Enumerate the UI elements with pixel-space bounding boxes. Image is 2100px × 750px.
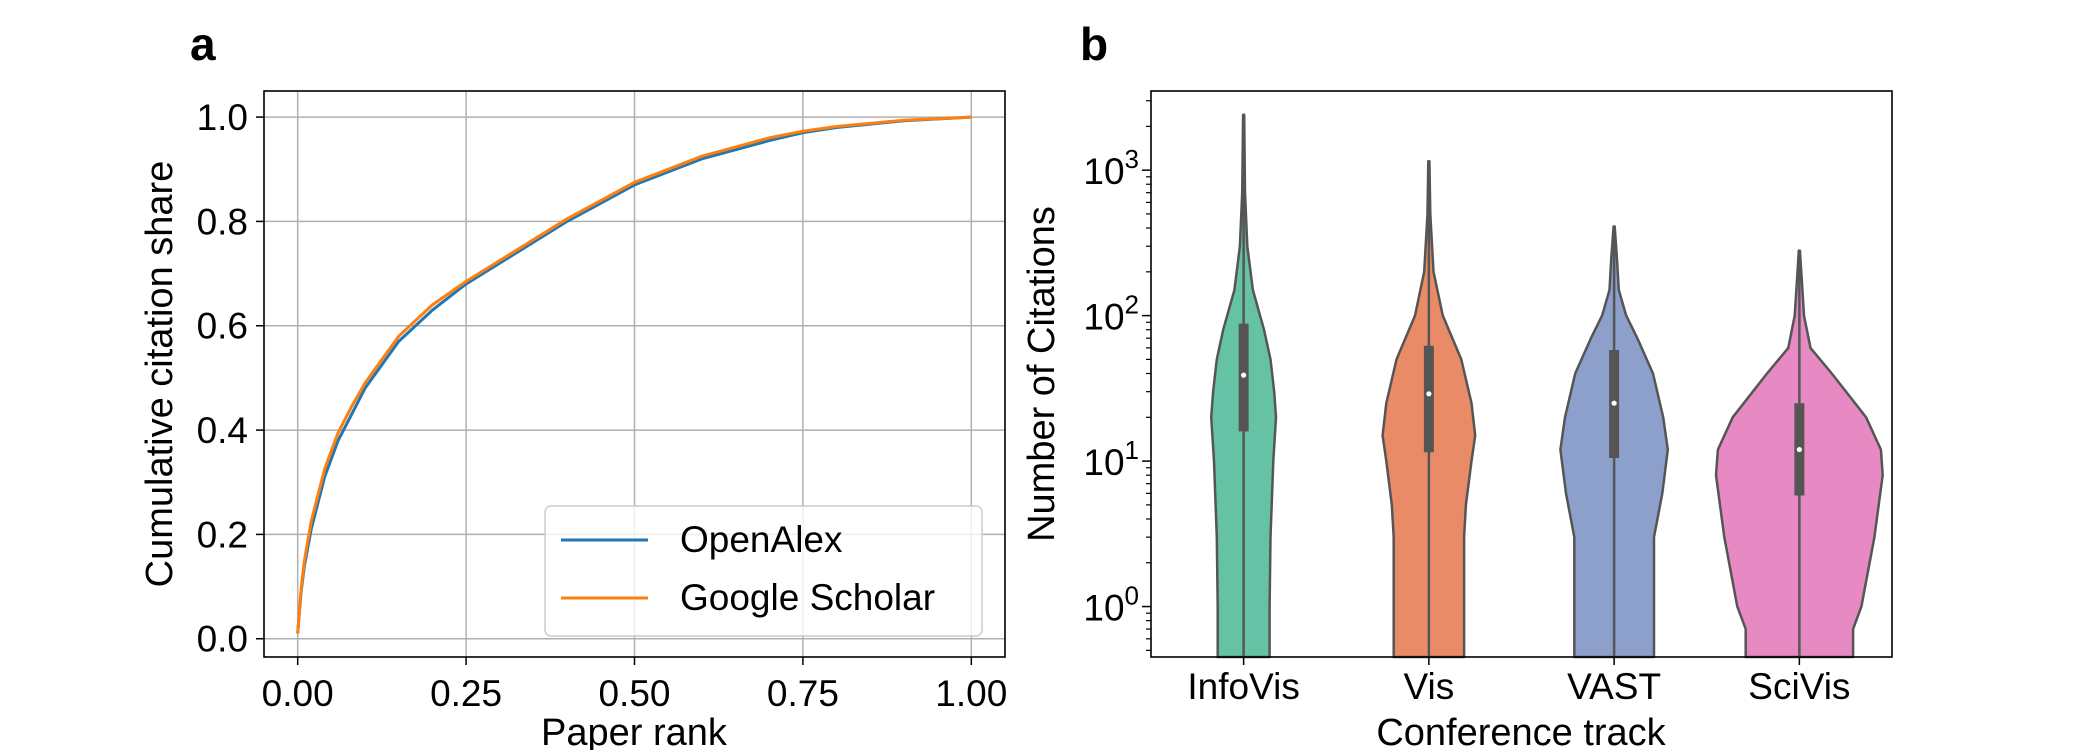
y-tick-label: 100 bbox=[1083, 581, 1139, 629]
y-tick-base: 10 bbox=[1083, 297, 1124, 338]
legend-box bbox=[544, 505, 983, 637]
panel-a-ticks: 0.00 0.25 0.50 0.75 1.00 0.0 0.2 0.4 0.6 0.8 1.0 bbox=[197, 97, 1008, 714]
x-tick-label-vast: VAST bbox=[1567, 666, 1661, 707]
violin-median-infovis bbox=[1241, 372, 1247, 378]
x-tick-label: 0.75 bbox=[767, 673, 839, 714]
panel-a-letter: a bbox=[190, 18, 216, 70]
legend-label-openalex: OpenAlex bbox=[680, 519, 843, 560]
y-tick-exponent: 0 bbox=[1125, 581, 1139, 611]
legend-label-google-scholar: Google Scholar bbox=[680, 577, 935, 618]
y-tick-label: 0.0 bbox=[197, 619, 248, 660]
y-tick-base: 10 bbox=[1083, 151, 1124, 192]
y-tick-label: 1.0 bbox=[197, 97, 248, 138]
x-tick-label-infovis: InfoVis bbox=[1187, 666, 1299, 707]
x-tick-label: 0.00 bbox=[262, 673, 334, 714]
y-tick-label: 0.4 bbox=[197, 410, 248, 451]
violin-iqr-box-vis bbox=[1423, 345, 1434, 453]
x-tick-label: 1.00 bbox=[935, 673, 1007, 714]
panel-b-letter: b bbox=[1080, 18, 1108, 70]
y-tick-exponent: 2 bbox=[1125, 290, 1139, 320]
violin-median-vis bbox=[1426, 391, 1432, 397]
line-series-google-scholar bbox=[296, 115, 972, 634]
y-tick-label: 0.6 bbox=[197, 306, 248, 347]
panel-a-lines bbox=[296, 115, 972, 634]
y-tick-base: 10 bbox=[1083, 442, 1124, 483]
y-tick-label: 102 bbox=[1083, 290, 1139, 338]
x-tick-label-vis: Vis bbox=[1404, 666, 1455, 707]
panel-b-violins bbox=[1209, 113, 1884, 659]
violin-median-scivis bbox=[1796, 446, 1802, 453]
y-tick-base: 10 bbox=[1083, 588, 1124, 629]
x-tick-label: 0.25 bbox=[430, 673, 502, 714]
panel-a-ylabel: Cumulative citation share bbox=[139, 161, 181, 588]
y-tick-exponent: 3 bbox=[1125, 144, 1139, 174]
panel-b-ylabel: Number of Citations bbox=[1021, 206, 1063, 542]
panel-a-xlabel: Paper rank bbox=[541, 712, 728, 750]
x-tick-label-scivis: SciVis bbox=[1748, 666, 1850, 707]
y-tick-label: 0.2 bbox=[197, 514, 248, 555]
violin-median-vast bbox=[1611, 400, 1617, 406]
panel-b-xlabel: Conference track bbox=[1376, 712, 1666, 750]
y-tick-label: 103 bbox=[1083, 144, 1139, 192]
legend: OpenAlex Google Scholar bbox=[544, 505, 983, 637]
y-tick-label: 0.8 bbox=[197, 201, 248, 242]
y-tick-label: 101 bbox=[1083, 435, 1139, 483]
y-tick-exponent: 1 bbox=[1125, 435, 1139, 465]
x-tick-label: 0.50 bbox=[598, 673, 670, 714]
line-series-openalex bbox=[296, 115, 972, 634]
